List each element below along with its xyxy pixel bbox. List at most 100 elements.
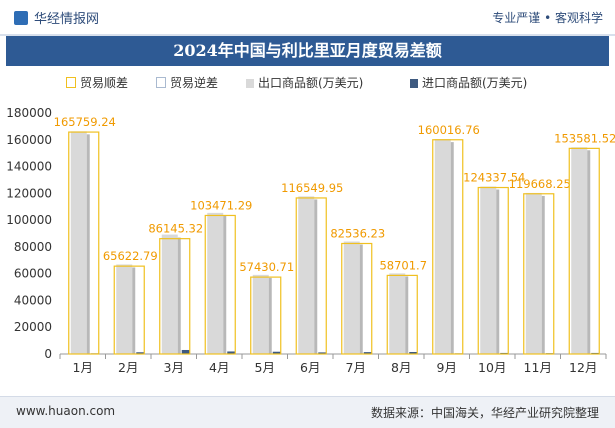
import-bar bbox=[181, 349, 190, 354]
data-label: 65622.79 bbox=[103, 249, 158, 263]
export-bar-side bbox=[132, 267, 136, 354]
legend-swatch-imports bbox=[410, 79, 418, 88]
import-bar bbox=[227, 351, 236, 354]
legend-label-surplus: 贸易顺差 bbox=[80, 76, 129, 90]
x-tick-label: 5月 bbox=[255, 360, 275, 375]
legend-label-exports: 出口商品额(万美元) bbox=[258, 76, 364, 90]
x-tick-label: 8月 bbox=[391, 360, 411, 375]
header-bar: 华经情报网 专业严谨 • 客观科学 bbox=[0, 0, 615, 36]
x-tick-label: 11月 bbox=[524, 360, 552, 375]
data-label: 165759.24 bbox=[54, 115, 116, 129]
surplus-bar bbox=[68, 131, 100, 355]
export-bar-side bbox=[359, 244, 363, 354]
export-bar-side bbox=[223, 215, 227, 354]
brand-logo-icon bbox=[14, 11, 28, 25]
export-bar bbox=[480, 186, 497, 354]
data-label: 86145.32 bbox=[148, 222, 203, 236]
legend-swatch-exports bbox=[246, 79, 254, 88]
data-label: 103471.29 bbox=[190, 198, 252, 212]
legend-swatch-surplus bbox=[66, 77, 76, 88]
legend-item-exports[interactable]: 出口商品额(万美元) bbox=[246, 74, 363, 91]
surplus-bar bbox=[523, 193, 555, 355]
export-bar-side bbox=[587, 150, 591, 354]
chart-title: 2024年中国与利比里亚月度贸易差额 bbox=[6, 36, 609, 66]
export-bar-side bbox=[405, 276, 409, 354]
y-tick-label: 160000 bbox=[6, 133, 52, 147]
export-bar-side bbox=[268, 277, 272, 354]
export-bar bbox=[434, 139, 451, 354]
export-bar bbox=[571, 147, 588, 354]
legend-label-imports: 进口商品额(万美元) bbox=[422, 76, 528, 90]
chart-plot: 0 20000 40000 60000 80000 100000 120000 140000 1… bbox=[6, 106, 615, 375]
y-tick-label: 20000 bbox=[14, 320, 52, 334]
x-tick-label: 6月 bbox=[300, 360, 320, 375]
surplus-bar bbox=[432, 139, 464, 355]
x-tick-label: 4月 bbox=[209, 360, 229, 375]
x-tick-label: 12月 bbox=[569, 360, 597, 375]
surplus-bar bbox=[295, 197, 327, 355]
import-bar bbox=[318, 352, 327, 354]
import-bar bbox=[409, 351, 418, 354]
legend-item-imports[interactable]: 进口商品额(万美元) bbox=[410, 74, 527, 91]
surplus-bar bbox=[113, 265, 145, 355]
legend-label-deficit: 贸易逆差 bbox=[170, 76, 219, 90]
export-bar-side bbox=[450, 142, 454, 354]
data-label: 57430.71 bbox=[239, 260, 294, 274]
surplus-bar bbox=[477, 186, 509, 355]
y-tick-label: 180000 bbox=[6, 106, 52, 120]
y-tick-label: 60000 bbox=[14, 267, 52, 281]
export-bar-side bbox=[541, 195, 545, 354]
export-bar-side bbox=[177, 237, 181, 354]
x-tick-label: 9月 bbox=[437, 360, 457, 375]
export-bar bbox=[389, 273, 406, 354]
y-tick-label: 140000 bbox=[6, 160, 52, 174]
data-label: 58701.7 bbox=[379, 258, 427, 272]
legend-item-deficit[interactable]: 贸易逆差 bbox=[156, 74, 218, 91]
surplus-bar bbox=[341, 242, 373, 355]
surplus-bar bbox=[159, 238, 191, 355]
export-bar bbox=[70, 131, 87, 354]
data-label: 119668.25 bbox=[509, 177, 571, 191]
slogan: 专业严谨 • 客观科学 bbox=[492, 11, 603, 25]
surplus-bar bbox=[204, 214, 236, 355]
x-tick-label: 10月 bbox=[478, 360, 506, 375]
brand-name: 华经情报网 bbox=[34, 12, 100, 27]
export-bar bbox=[161, 234, 178, 354]
footer-bar: www.huaon.com 数据来源：中国海关，华经产业研究院整理 bbox=[0, 396, 615, 428]
surplus-bar bbox=[250, 276, 282, 355]
x-tick-label: 2月 bbox=[118, 360, 138, 375]
legend-swatch-deficit bbox=[156, 77, 166, 88]
export-bar bbox=[207, 212, 224, 354]
footer-source: 数据来源：中国海关，华经产业研究院整理 bbox=[370, 406, 599, 420]
export-bar-side bbox=[496, 189, 500, 354]
brand[interactable]: 华经情报网 bbox=[14, 8, 99, 27]
data-label: 153581.52 bbox=[554, 131, 615, 145]
export-bar bbox=[252, 274, 269, 354]
export-bar bbox=[525, 192, 542, 354]
y-tick-label: 100000 bbox=[6, 213, 52, 227]
export-bar-side bbox=[86, 134, 90, 354]
surplus-bar bbox=[386, 274, 418, 355]
export-bar-side bbox=[314, 199, 318, 354]
surplus-bar bbox=[568, 147, 600, 355]
import-bar bbox=[272, 351, 281, 354]
y-tick-label: 120000 bbox=[6, 186, 52, 200]
y-tick-label: 80000 bbox=[14, 240, 52, 254]
export-bar bbox=[343, 241, 360, 354]
data-label: 124337.54 bbox=[463, 171, 525, 185]
export-bar bbox=[116, 264, 133, 354]
data-label: 82536.23 bbox=[330, 226, 385, 240]
data-label: 160016.76 bbox=[418, 123, 480, 137]
export-bar bbox=[298, 196, 315, 354]
legend-item-surplus[interactable]: 贸易顺差 bbox=[66, 74, 128, 91]
y-tick-label: 0 bbox=[44, 347, 52, 361]
y-tick-label: 40000 bbox=[14, 293, 52, 307]
import-bar bbox=[363, 352, 372, 354]
import-bar bbox=[136, 352, 145, 354]
footer-website[interactable]: www.huaon.com bbox=[16, 404, 116, 418]
data-label: 116549.95 bbox=[281, 181, 343, 195]
chart-legend: 贸易顺差 贸易逆差 出口商品额(万美元) 进口商品额(万美元) bbox=[60, 74, 600, 92]
x-tick-label: 7月 bbox=[346, 360, 366, 375]
x-tick-label: 3月 bbox=[164, 360, 184, 375]
